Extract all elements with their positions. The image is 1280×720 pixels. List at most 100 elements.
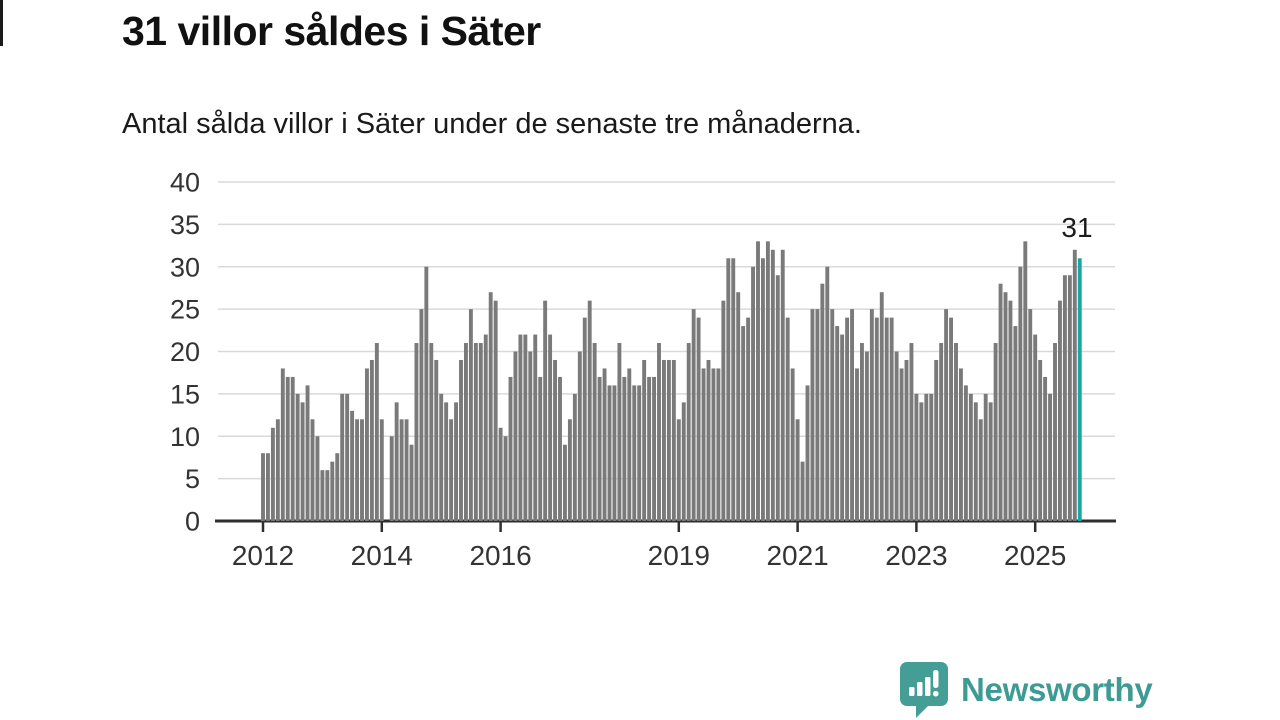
bar [612, 385, 617, 521]
bar [840, 334, 845, 521]
bar [563, 444, 567, 521]
bar [939, 343, 944, 521]
y-tick-label: 40 [170, 168, 200, 198]
bar [1023, 241, 1028, 521]
bar [785, 317, 790, 521]
bar [607, 385, 612, 521]
bar [701, 368, 706, 521]
x-tick-label: 2019 [648, 540, 710, 571]
bar [855, 368, 859, 521]
bar [488, 292, 493, 521]
bar [746, 317, 751, 521]
speech-bubble-shape [900, 662, 948, 718]
bar [533, 334, 538, 521]
bar [285, 376, 290, 521]
bar [820, 283, 825, 521]
left-edge-line [0, 0, 3, 46]
bar [325, 470, 330, 521]
logo-bar-1 [909, 687, 915, 696]
bar [983, 393, 988, 521]
bar [988, 402, 993, 521]
bar [1048, 393, 1052, 521]
bar [374, 343, 379, 521]
bar [627, 368, 632, 521]
bar [310, 419, 315, 521]
bar [300, 402, 305, 521]
bar [1013, 326, 1018, 521]
bar [1028, 309, 1033, 521]
x-tick-label: 2014 [351, 540, 413, 571]
bar [968, 393, 973, 521]
bar [845, 317, 850, 521]
bar [652, 376, 656, 521]
bar [548, 334, 553, 521]
bar [305, 385, 310, 521]
bar [290, 376, 295, 521]
bar [850, 309, 854, 521]
bar [642, 359, 647, 521]
bar [394, 402, 399, 521]
bar [270, 427, 275, 521]
x-tick-label: 2025 [1004, 540, 1066, 571]
bar [909, 343, 914, 521]
bar [770, 249, 775, 522]
bar [830, 309, 835, 521]
bar [538, 376, 543, 521]
bar [671, 359, 676, 521]
bar [884, 317, 889, 521]
brand-footer: Newsworthy [898, 660, 1153, 720]
bar [795, 419, 800, 521]
bar [409, 444, 414, 521]
bar [1062, 275, 1067, 521]
bar [592, 343, 597, 521]
y-tick-label: 10 [170, 422, 200, 452]
logo-exclamation-stem [933, 670, 939, 688]
bar [280, 368, 285, 521]
bar [949, 317, 953, 521]
bar [369, 359, 374, 521]
y-tick-label: 25 [170, 295, 200, 325]
bar [632, 385, 637, 521]
x-tick-label: 2016 [469, 540, 531, 571]
bar [676, 419, 681, 521]
bar [716, 368, 721, 521]
bar [993, 343, 998, 521]
brand-name: Newsworthy [961, 671, 1153, 708]
bar [835, 326, 840, 521]
bar [602, 368, 607, 521]
bar [647, 376, 652, 521]
bar [756, 241, 760, 521]
bar [464, 343, 468, 521]
bar [765, 241, 770, 521]
newsworthy-logo-icon [900, 662, 948, 718]
bar [345, 393, 350, 521]
bar [1018, 266, 1023, 521]
x-tick-label: 2021 [766, 540, 828, 571]
bar [978, 419, 983, 521]
bar [775, 275, 780, 521]
bar [350, 410, 355, 521]
bar [741, 326, 746, 521]
bar [567, 419, 572, 521]
bar [266, 453, 270, 521]
highlight-bar [1077, 258, 1082, 521]
bar [335, 453, 340, 521]
y-tick-label: 15 [170, 379, 200, 409]
bar [577, 351, 582, 521]
bar [1072, 249, 1077, 522]
y-tick-label: 0 [185, 507, 200, 537]
y-tick-label: 20 [170, 337, 200, 367]
bar [686, 343, 691, 521]
bar [365, 368, 369, 521]
bar [449, 419, 454, 521]
bar [929, 393, 934, 521]
bar [954, 343, 958, 521]
bar [681, 402, 686, 521]
bar [439, 393, 444, 521]
bar [963, 385, 968, 521]
bar [419, 309, 424, 521]
bar [924, 393, 929, 521]
bar [736, 292, 741, 521]
bar [761, 258, 765, 521]
